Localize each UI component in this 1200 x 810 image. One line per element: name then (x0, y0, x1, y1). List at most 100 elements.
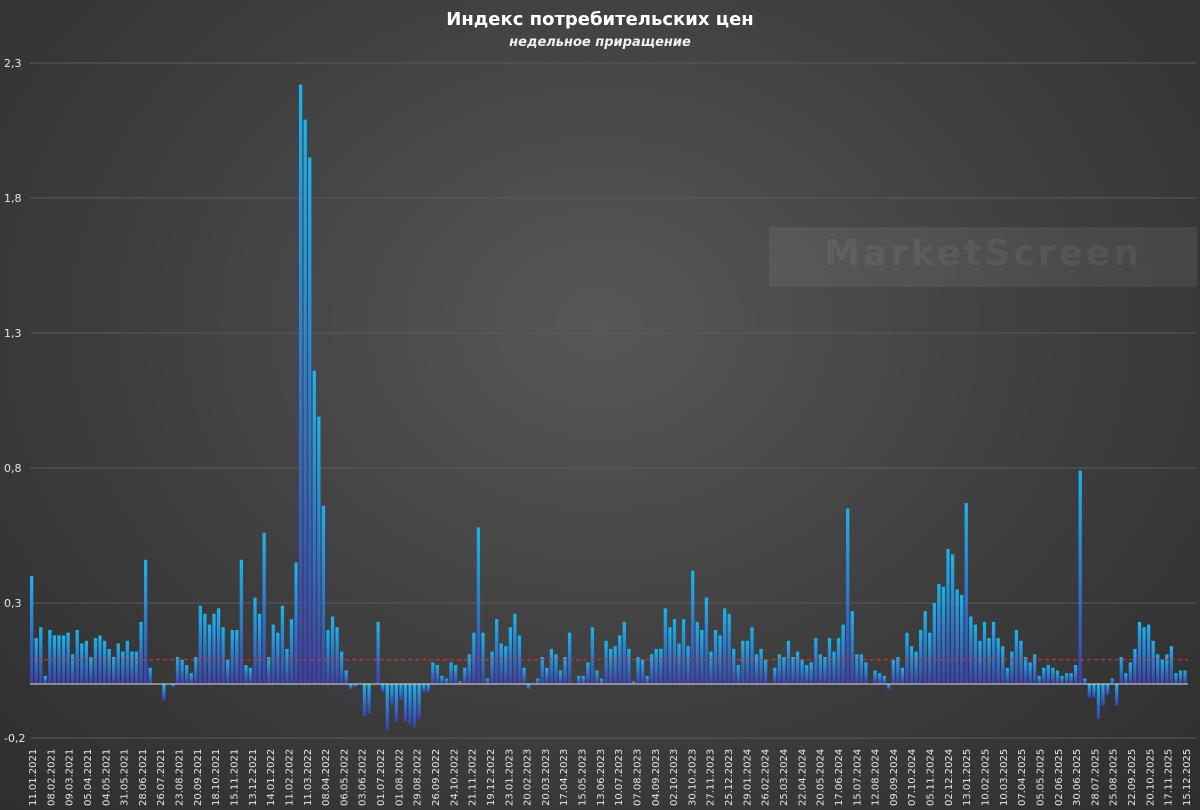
bar (1096, 684, 1101, 720)
x-tick-label: 17.11.2025 (1164, 749, 1175, 806)
bar (1092, 684, 1096, 698)
bar (882, 675, 886, 684)
bar (476, 527, 481, 684)
x-tick-label: 07.08.2023 (633, 749, 644, 806)
bar (805, 665, 809, 684)
x-tick-label: 12.08.2024 (871, 749, 882, 806)
x-tick-label: 20.09.2021 (193, 749, 204, 806)
bar (777, 654, 781, 684)
bar (982, 621, 987, 684)
bar (764, 659, 768, 684)
bar (577, 675, 581, 684)
bar (112, 657, 116, 684)
bar (1128, 662, 1133, 684)
bar (435, 665, 440, 684)
bar (823, 657, 827, 684)
bar (672, 619, 677, 684)
x-tick-label: 04.09.2023 (651, 749, 662, 806)
bar (645, 675, 649, 684)
bar (162, 684, 166, 701)
bar (189, 673, 193, 684)
bar (130, 651, 134, 684)
bar (244, 665, 248, 684)
bar (827, 638, 832, 684)
bar (782, 657, 786, 684)
bar (996, 638, 1000, 684)
bar (841, 624, 845, 684)
bar (271, 624, 275, 684)
bar (1032, 654, 1037, 684)
x-tick-label: 29.08.2022 (413, 749, 424, 806)
x-tick-label: 07.04.2025 (1017, 749, 1028, 806)
bar (932, 603, 936, 684)
x-tick-label: 06.05.2022 (339, 749, 350, 806)
bar (139, 621, 143, 684)
bar (66, 632, 70, 684)
x-tick-label: 23.08.2021 (175, 749, 186, 806)
x-tick-label: 25.12.2023 (724, 749, 735, 806)
bar (385, 684, 389, 730)
watermark-text: MarketScreen (824, 233, 1142, 274)
bar (613, 646, 617, 684)
bar (741, 640, 745, 684)
bar (426, 684, 430, 693)
y-tick-label: 0,8 (4, 462, 22, 475)
bar (987, 638, 991, 684)
bar (84, 640, 88, 684)
bar (563, 657, 567, 684)
x-tick-label: 07.10.2024 (907, 749, 918, 806)
bar (1165, 654, 1169, 684)
bar (836, 638, 841, 684)
bar (1046, 665, 1050, 684)
bar (1110, 678, 1114, 684)
x-tick-label: 17.04.2023 (559, 749, 570, 806)
bar (116, 643, 120, 684)
bar (1028, 662, 1032, 684)
bar (422, 684, 426, 693)
bar (431, 662, 435, 684)
x-tick-label: 13.12.2021 (248, 749, 259, 806)
x-tick-label: 15.07.2024 (852, 749, 863, 806)
bar (631, 681, 636, 684)
bar (1119, 657, 1123, 684)
bar (859, 654, 864, 684)
bar (704, 597, 709, 684)
bar (340, 651, 344, 684)
x-tick-label: 26.02.2024 (761, 749, 772, 806)
bar (1151, 640, 1155, 684)
bar (681, 619, 686, 684)
bar (335, 627, 339, 684)
x-tick-label: 05.05.2025 (1036, 749, 1047, 806)
x-tick-label: 14.01.2022 (266, 749, 277, 806)
x-axis-ticks: 11.01.2021 08.02.2021 09.03.2021 05.04.2021… (28, 749, 1193, 806)
chart-subtitle: недельное приращение (509, 35, 691, 50)
x-tick-label: 11.02.2022 (284, 749, 295, 806)
bar (627, 648, 631, 684)
bar (394, 684, 398, 722)
bar (226, 659, 230, 684)
bar (508, 627, 512, 684)
bar (239, 559, 243, 684)
bar (449, 662, 453, 684)
bar (143, 559, 148, 684)
x-tick-label: 22.09.2025 (1127, 749, 1138, 806)
bar (390, 684, 394, 706)
x-tick-label: 19.12.2022 (486, 749, 497, 806)
y-axis-ticks: -0,2 0,3 0,8 1,3 1,8 2,3 (4, 57, 25, 745)
x-tick-label: 24.10.2022 (449, 749, 460, 806)
bar (43, 675, 47, 684)
bar (444, 678, 449, 684)
bar (303, 119, 307, 684)
x-tick-label: 21.11.2022 (468, 749, 479, 806)
bar (891, 659, 895, 684)
bar (946, 549, 950, 684)
bar (495, 619, 499, 684)
x-tick-label: 10.07.2023 (614, 749, 625, 806)
bar (554, 654, 558, 684)
bar (180, 659, 184, 684)
bar (381, 684, 385, 693)
x-tick-label: 20.03.2023 (541, 749, 552, 806)
x-tick-label: 30.06.2025 (1072, 749, 1083, 806)
bar (973, 624, 977, 684)
bar (659, 648, 663, 684)
